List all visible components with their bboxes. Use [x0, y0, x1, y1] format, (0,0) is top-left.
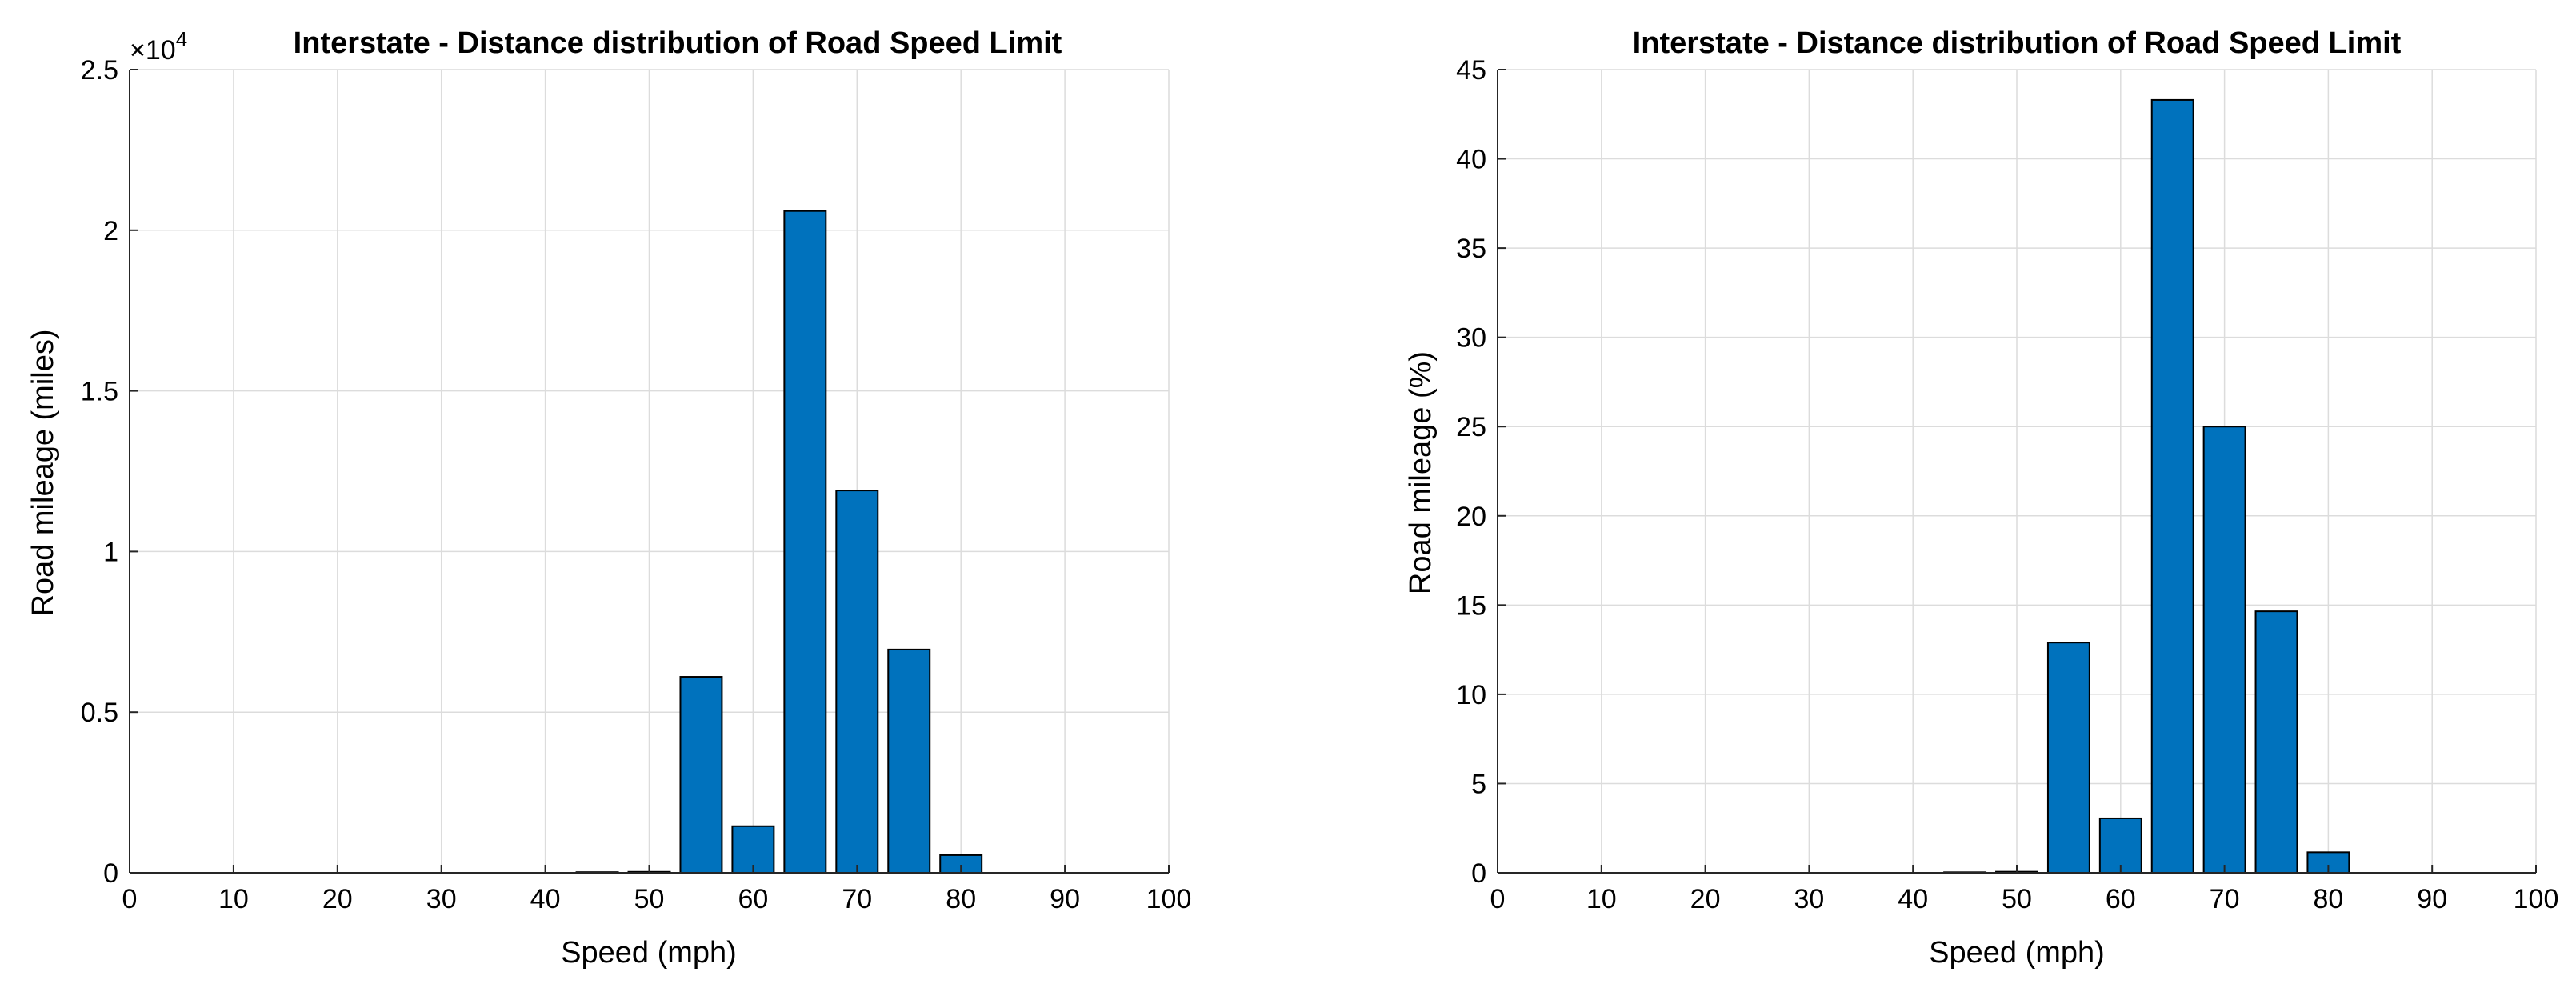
y-tick-label-2.5: 2.5 — [81, 55, 118, 86]
chart-percent: Interstate - Distance distribution of Ro… — [1404, 26, 2558, 970]
chart-title: Interstate - Distance distribution of Ro… — [294, 26, 1062, 60]
y-tick-label-0: 0 — [1471, 858, 1486, 889]
y-tick-label-1.5: 1.5 — [81, 377, 118, 407]
y-tick-label-40: 40 — [1456, 145, 1486, 175]
x-axis-label: Speed (mph) — [1929, 936, 2105, 970]
bar-65mph — [783, 210, 827, 874]
x-tick-label-100: 100 — [2514, 884, 2559, 914]
x-tick-label-40: 40 — [530, 884, 561, 914]
x-tick-label-20: 20 — [322, 884, 353, 914]
y-tick-label-20: 20 — [1456, 502, 1486, 532]
x-tick-label-90: 90 — [1050, 884, 1080, 914]
y-tick-label-0: 0 — [103, 858, 118, 889]
x-tick-label-80: 80 — [946, 884, 976, 914]
bar-55mph — [2046, 642, 2090, 874]
x-tick-label-70: 70 — [842, 884, 872, 914]
bar-75mph — [887, 648, 931, 874]
x-tick-label-50: 50 — [2002, 884, 2032, 914]
x-tick-label-100: 100 — [1146, 884, 1192, 914]
plot-area — [129, 69, 1170, 874]
bar-55mph — [679, 676, 723, 874]
y-tick-label-2: 2 — [103, 216, 118, 246]
y-tick-label-15: 15 — [1456, 590, 1486, 621]
y-axis-label: Road mileage (%) — [1404, 351, 1438, 594]
chart-miles: Interstate - Distance distribution of Ro… — [26, 26, 1191, 970]
y-exponent-power: 4 — [176, 27, 187, 51]
x-axis-label: Speed (mph) — [561, 936, 737, 970]
y-tick-label-0.5: 0.5 — [81, 698, 118, 728]
bar-65mph — [2150, 98, 2194, 874]
bar-60mph — [2098, 817, 2142, 874]
x-tick-label-10: 10 — [1586, 884, 1617, 914]
x-tick-label-20: 20 — [1690, 884, 1721, 914]
y-exponent-base: ×10 — [130, 35, 176, 66]
x-tick-label-0: 0 — [1490, 884, 1506, 914]
x-tick-label-40: 40 — [1898, 884, 1928, 914]
x-tick-label-70: 70 — [2210, 884, 2240, 914]
x-tick-label-60: 60 — [738, 884, 768, 914]
bar-70mph — [2202, 426, 2246, 874]
y-tick-label-25: 25 — [1456, 412, 1486, 442]
y-axis-label: Road mileage (miles) — [26, 329, 60, 616]
chart-title: Interstate - Distance distribution of Ro… — [1633, 26, 2402, 60]
x-tick-label-0: 0 — [122, 884, 138, 914]
x-tick-label-10: 10 — [218, 884, 249, 914]
y-tick-label-45: 45 — [1456, 55, 1486, 86]
x-tick-label-50: 50 — [634, 884, 665, 914]
x-tick-label-30: 30 — [1794, 884, 1824, 914]
y-tick-label-1: 1 — [103, 537, 118, 567]
bar-75mph — [2254, 610, 2298, 874]
y-tick-label-35: 35 — [1456, 234, 1486, 264]
y-tick-label-30: 30 — [1456, 323, 1486, 354]
y-tick-label-10: 10 — [1456, 680, 1486, 710]
plot-area — [1497, 69, 2537, 874]
x-tick-label-30: 30 — [426, 884, 457, 914]
x-tick-label-90: 90 — [2417, 884, 2447, 914]
x-tick-label-80: 80 — [2313, 884, 2343, 914]
y-tick-label-5: 5 — [1471, 769, 1486, 799]
y-exponent-label: ×104 — [130, 27, 187, 66]
bar-70mph — [835, 490, 879, 874]
x-tick-label-60: 60 — [2106, 884, 2136, 914]
